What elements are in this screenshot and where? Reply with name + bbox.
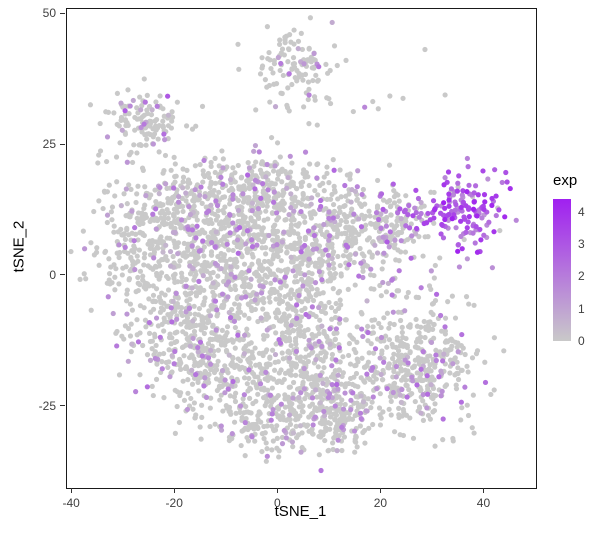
x-tick-mark — [379, 488, 381, 493]
x-tick-label: -40 — [62, 496, 80, 510]
legend-colorbar — [553, 199, 571, 341]
scatter-points-canvas — [67, 9, 536, 488]
legend-title: exp — [553, 172, 578, 189]
plot-panel — [66, 8, 537, 489]
legend-tick-label: 3 — [578, 237, 585, 252]
x-tick-label: 20 — [373, 496, 388, 510]
x-tick-mark — [276, 488, 278, 493]
y-tick-label: -25 — [38, 398, 56, 413]
legend-tick-label: 2 — [578, 269, 585, 284]
x-tick-label: -20 — [165, 496, 183, 510]
x-tick-mark — [482, 488, 484, 493]
y-axis-title: tSNE_2 — [10, 220, 28, 273]
x-tick-mark — [70, 488, 72, 493]
legend-tick-label: 4 — [578, 204, 585, 219]
x-tick-label: 40 — [476, 496, 491, 510]
y-tick-mark — [60, 405, 65, 407]
legend-tick-label: 0 — [578, 334, 585, 348]
y-tick-mark — [60, 12, 65, 14]
x-tick-mark — [173, 488, 175, 493]
legend-tick-label: 1 — [578, 301, 585, 316]
y-tick-label: 50 — [42, 6, 56, 21]
x-axis-title: tSNE_1 — [274, 503, 327, 520]
y-tick-mark — [60, 274, 65, 276]
y-tick-label: 25 — [42, 137, 56, 152]
y-tick-label: 0 — [49, 267, 56, 282]
x-tick-label: 0 — [273, 496, 281, 510]
y-tick-mark — [60, 143, 65, 145]
